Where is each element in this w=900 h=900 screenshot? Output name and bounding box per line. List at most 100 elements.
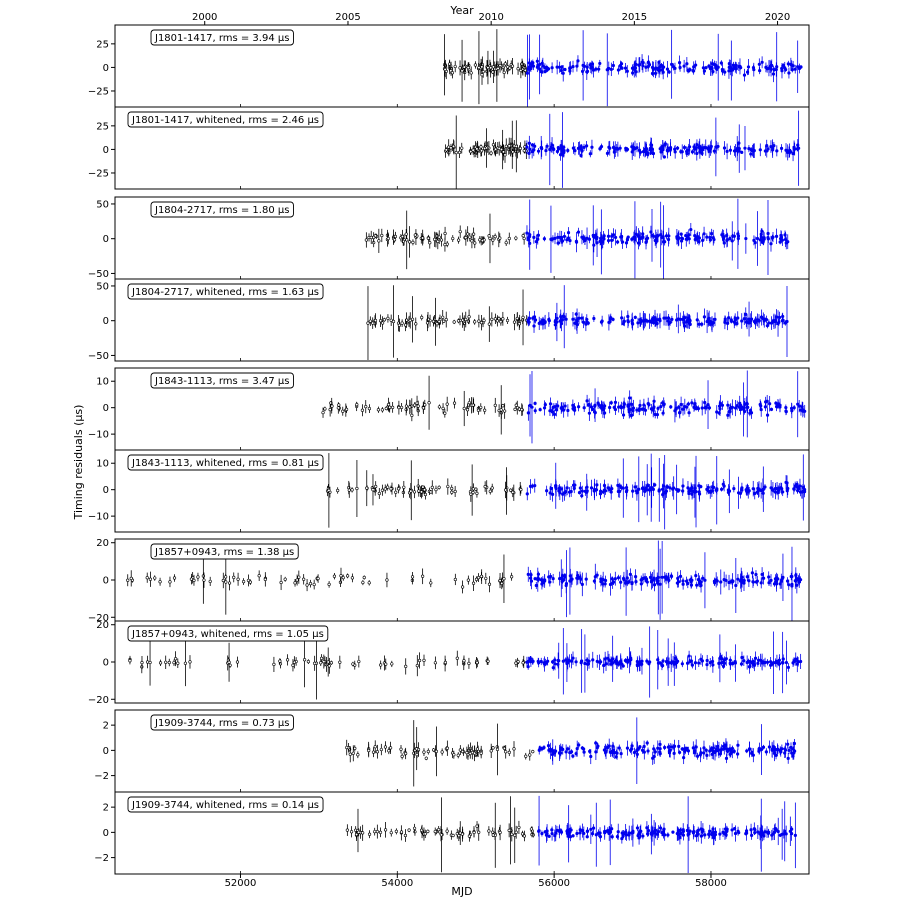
residual-point [148, 660, 152, 665]
residual-point [491, 70, 495, 74]
residual-point [797, 146, 801, 150]
residual-point [616, 240, 620, 244]
residual-point [609, 316, 613, 320]
residual-point [619, 752, 623, 756]
residual-point [695, 151, 699, 156]
residual-point [308, 582, 313, 586]
residual-point [422, 488, 427, 492]
residual-point [745, 70, 750, 74]
residual-points [325, 453, 807, 530]
residual-point [344, 407, 349, 411]
residual-point [559, 322, 564, 326]
residual-point [434, 749, 438, 753]
residual-point [550, 748, 555, 753]
residual-point [742, 73, 747, 77]
y-tick-label: 0 [103, 746, 109, 757]
residual-point [504, 144, 508, 148]
residual-point [525, 145, 529, 149]
residual-point [658, 750, 662, 754]
residual-point [188, 660, 192, 664]
residual-point [242, 579, 246, 584]
residual-point [616, 68, 621, 72]
residual-point [779, 486, 783, 490]
residual-point [279, 580, 283, 585]
residual-point [589, 66, 593, 70]
residual-point [717, 411, 721, 415]
residual-point [772, 582, 777, 586]
residual-point [501, 150, 506, 154]
residual-point [634, 70, 638, 74]
residual-point [466, 232, 470, 236]
residual-point [710, 659, 715, 664]
residual-point [430, 485, 434, 490]
residual-point [614, 751, 619, 755]
residual-point [475, 747, 480, 751]
residual-point [464, 317, 468, 322]
residual-point [565, 486, 569, 490]
residual-point [375, 750, 379, 754]
residual-point [552, 412, 557, 416]
residual-point [677, 744, 681, 748]
residual-point [573, 408, 577, 412]
residual-point [685, 62, 689, 66]
residual-point [383, 745, 388, 749]
residual-point [377, 491, 381, 496]
residual-point [683, 749, 687, 753]
residual-point [786, 742, 790, 746]
residual-point [551, 405, 555, 409]
residual-point [695, 754, 700, 758]
residual-point [619, 406, 623, 410]
residual-point [784, 148, 788, 152]
residual-point [628, 572, 632, 576]
residual-point [568, 751, 572, 755]
residual-point [694, 63, 698, 67]
residual-point [498, 578, 502, 583]
panel-legend: J1843-1113, rms = 3.47 μs [150, 372, 294, 389]
residual-point [545, 65, 549, 70]
residual-point [547, 575, 551, 579]
residual-point [283, 577, 287, 581]
residual-point [748, 408, 753, 413]
residual-point [705, 235, 709, 239]
residual-point [791, 747, 795, 751]
residual-point [628, 748, 633, 752]
residual-point [592, 235, 596, 239]
residual-point [652, 405, 656, 409]
residual-point [402, 485, 406, 489]
residual-point [576, 146, 581, 150]
residual-point [790, 68, 794, 72]
residual-point [617, 746, 621, 750]
residual-point [611, 581, 615, 585]
residual-point [361, 580, 365, 585]
residual-point [728, 236, 732, 241]
residual-point [508, 66, 512, 70]
residual-point [685, 405, 689, 409]
residual-point [538, 407, 542, 412]
residual-point [208, 579, 212, 584]
residual-point [312, 582, 316, 587]
residual-point [426, 829, 430, 834]
residual-point [603, 657, 607, 661]
y-tick-label: −10 [88, 430, 109, 441]
residual-point [507, 750, 511, 754]
residual-point [575, 747, 579, 751]
residual-point [389, 746, 393, 750]
residual-point [554, 831, 558, 835]
residual-point [616, 576, 621, 580]
residual-point [543, 579, 547, 583]
residual-point [786, 665, 791, 670]
residual-point [657, 489, 661, 493]
residual-point [478, 238, 482, 242]
residual-point [767, 66, 771, 70]
residual-point [641, 232, 645, 236]
residual-point [634, 580, 638, 584]
residual-point [571, 754, 575, 758]
residual-point [605, 151, 610, 155]
residual-point [593, 575, 597, 579]
residual-point [513, 407, 517, 411]
residual-point [457, 150, 462, 154]
residual-point [475, 824, 479, 828]
residual-point [580, 582, 584, 586]
residual-point [556, 658, 560, 663]
bottom-axis-title: MJD [451, 885, 472, 898]
